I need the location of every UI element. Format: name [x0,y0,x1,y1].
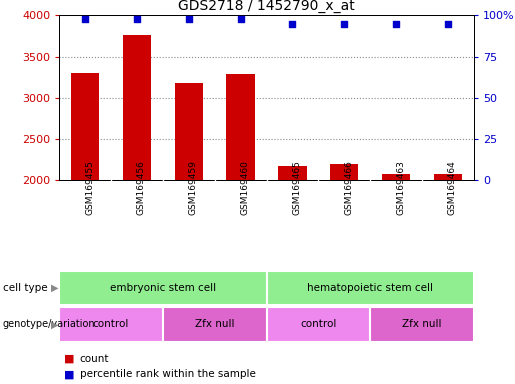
Text: GSM169464: GSM169464 [448,160,457,215]
Text: control: control [300,319,336,329]
Point [236,16,245,22]
Bar [278,166,306,180]
Bar [330,164,358,180]
Bar [267,307,370,342]
Point [444,20,452,27]
Text: Zfx null: Zfx null [195,319,234,329]
Text: ▶: ▶ [50,283,58,293]
Bar [163,307,267,342]
Text: hematopoietic stem cell: hematopoietic stem cell [307,283,433,293]
Title: GDS2718 / 1452790_x_at: GDS2718 / 1452790_x_at [178,0,355,13]
Text: GSM169456: GSM169456 [137,160,146,215]
Text: GSM169466: GSM169466 [344,160,353,215]
Text: embryonic stem cell: embryonic stem cell [110,283,216,293]
Point [133,16,141,22]
Text: Zfx null: Zfx null [402,319,442,329]
Bar [59,271,267,305]
Point [288,20,297,27]
Bar [227,74,255,180]
Text: ▶: ▶ [50,319,58,329]
Text: GSM169460: GSM169460 [241,160,250,215]
Text: control: control [93,319,129,329]
Text: GSM169459: GSM169459 [189,160,198,215]
Bar [71,73,99,180]
Text: percentile rank within the sample: percentile rank within the sample [80,369,256,379]
Text: genotype/variation: genotype/variation [3,319,95,329]
Text: GSM169455: GSM169455 [85,160,94,215]
Bar [59,307,163,342]
Point [340,20,348,27]
Text: GSM169465: GSM169465 [293,160,301,215]
Point [392,20,400,27]
Text: cell type: cell type [3,283,47,293]
Bar [434,174,462,180]
Bar [267,271,474,305]
Bar [382,174,410,180]
Bar [370,307,474,342]
Text: ■: ■ [64,354,75,364]
Text: count: count [80,354,109,364]
Text: GSM169463: GSM169463 [396,160,405,215]
Point [185,16,193,22]
Bar [123,35,151,180]
Point [81,16,89,22]
Bar [175,83,203,180]
Text: ■: ■ [64,369,75,379]
